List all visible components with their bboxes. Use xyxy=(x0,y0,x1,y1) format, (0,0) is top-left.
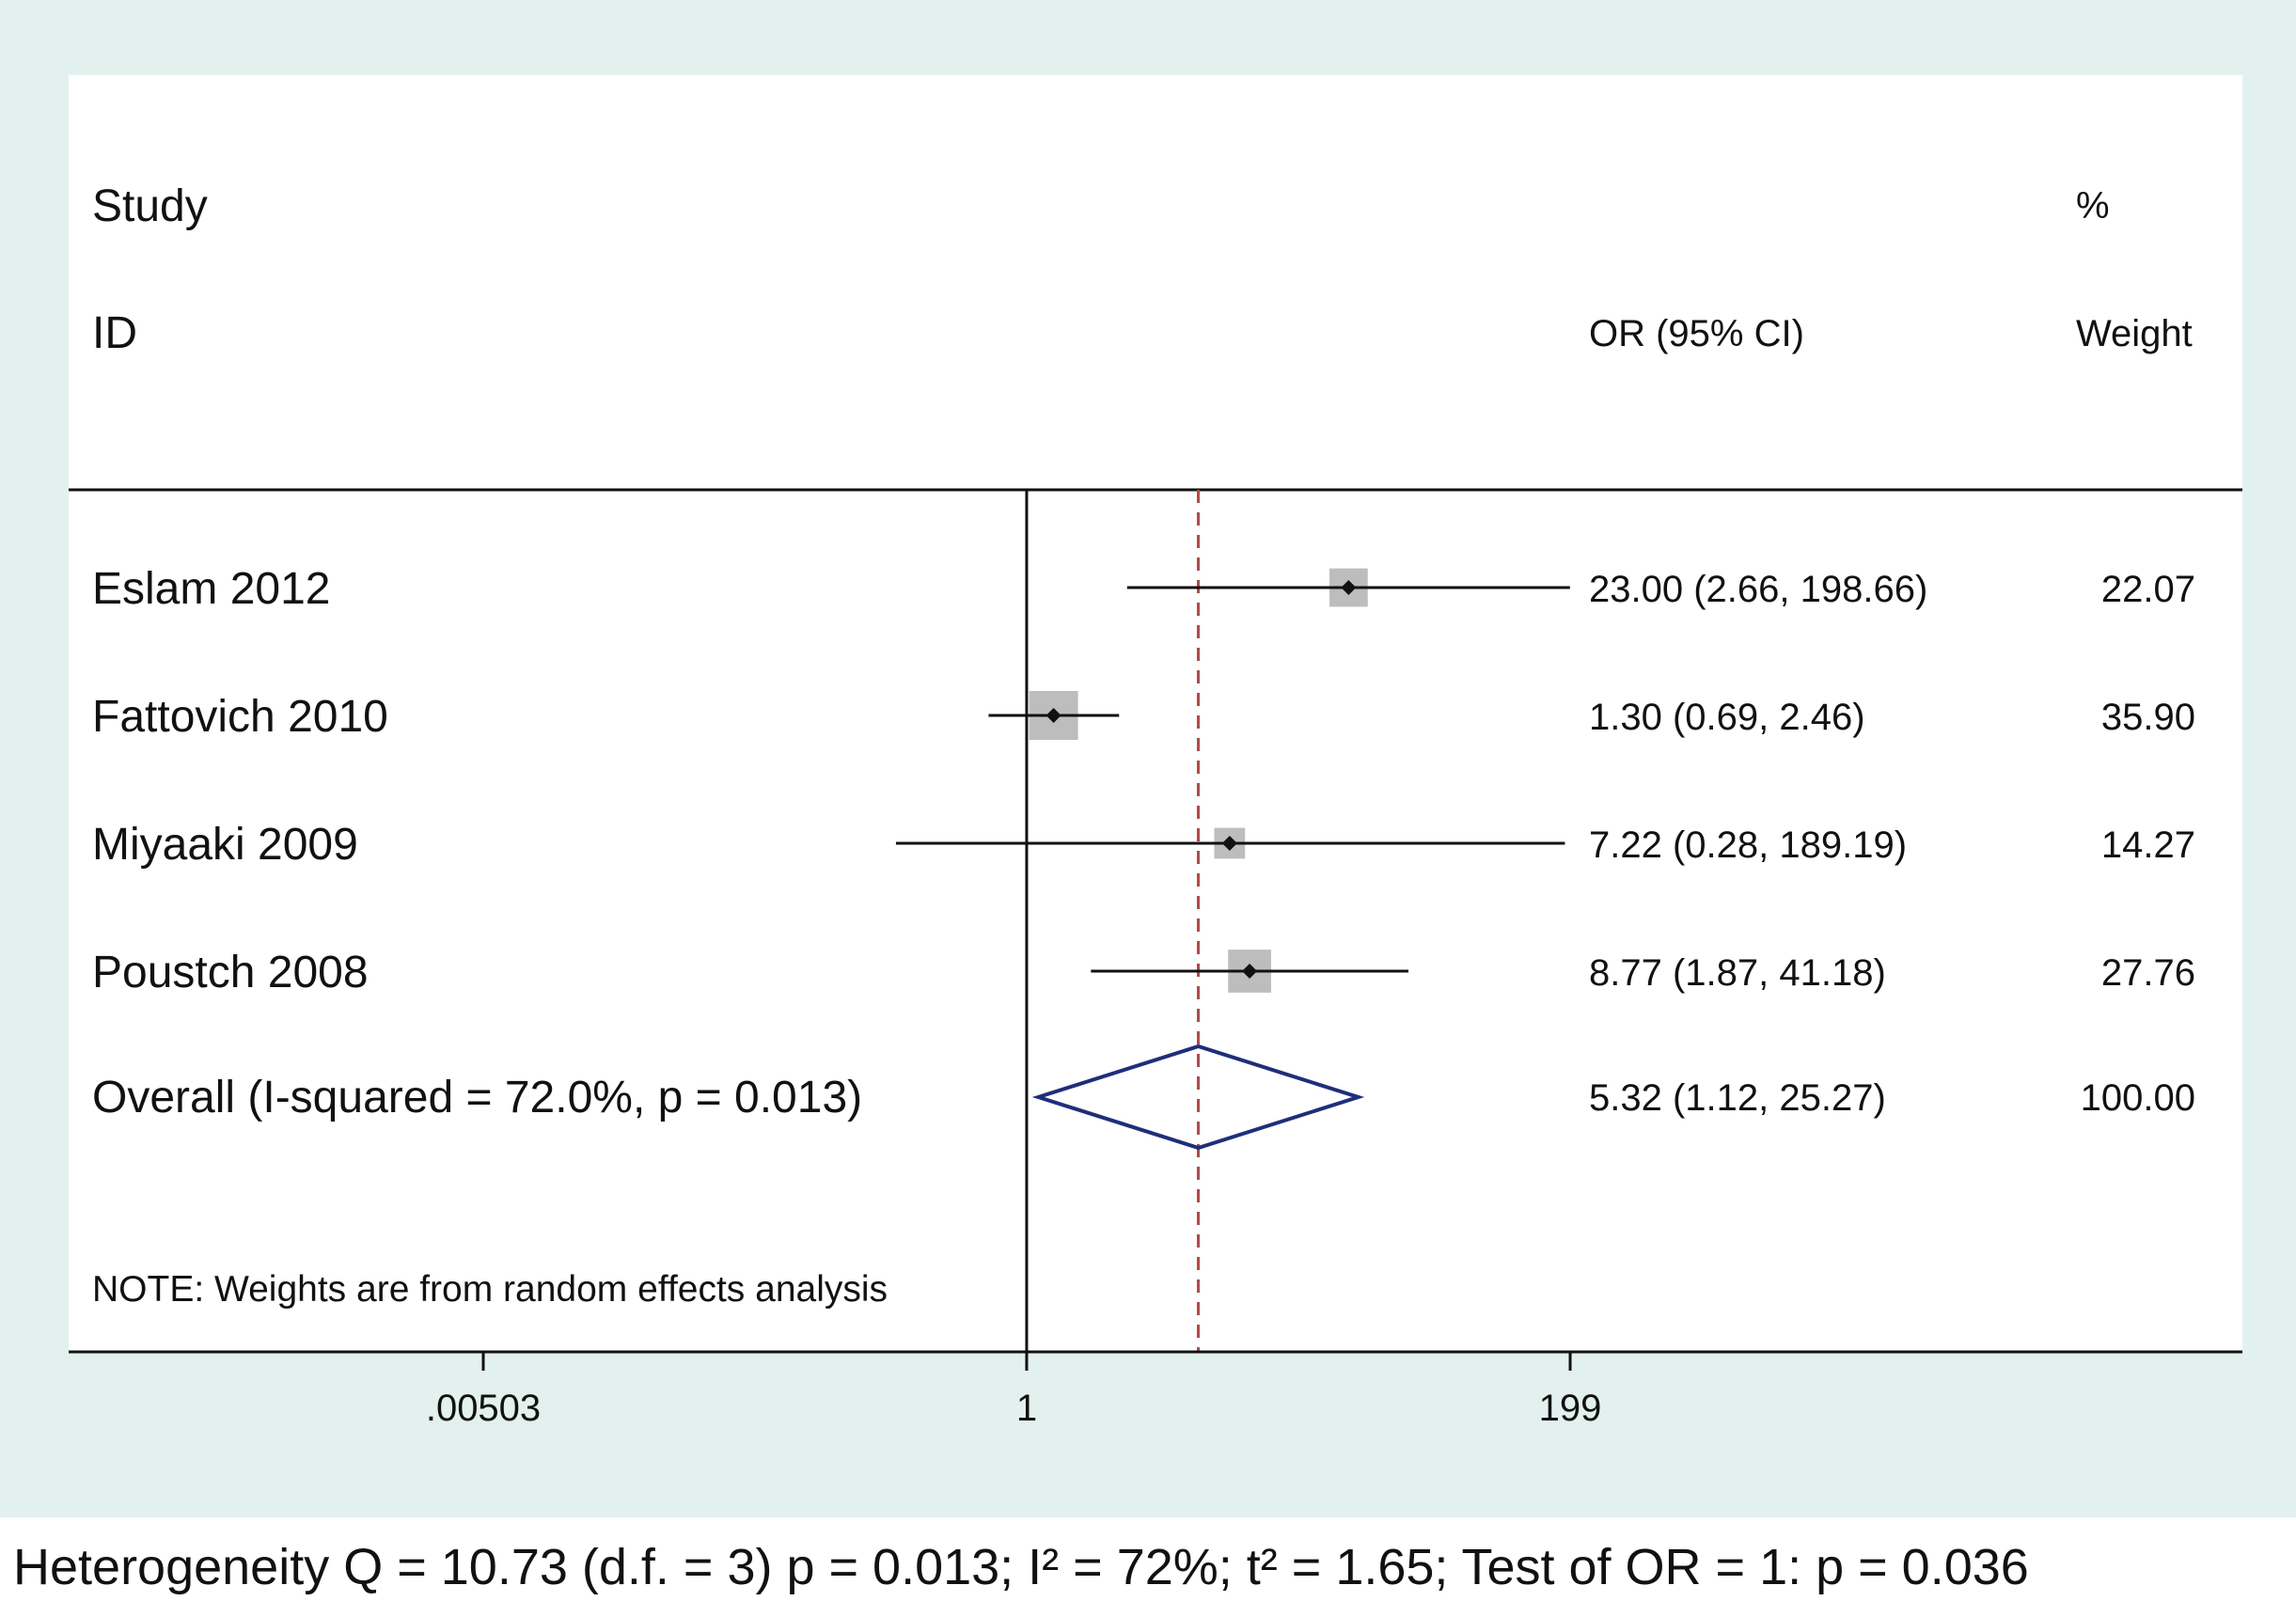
header-study: Study xyxy=(92,181,208,231)
point-estimate xyxy=(1242,964,1258,979)
overall-label: Overall (I-squared = 72.0%, p = 0.013) xyxy=(92,1073,862,1122)
tick-label: .00503 xyxy=(426,1388,541,1429)
note-text: NOTE: Weights are from random effects an… xyxy=(92,1269,888,1310)
plot-area xyxy=(69,75,2242,1352)
study-row: Fattovich 2010 1.30 (0.69, 2.46) 35.90 xyxy=(92,691,2195,742)
overall-weight-text: 100.00 xyxy=(2081,1077,2195,1119)
tick-label: 199 xyxy=(1539,1388,1602,1429)
heterogeneity-footer: Heterogeneity Q = 10.73 (d.f. = 3) p = 0… xyxy=(13,1539,2029,1595)
header-effect: OR (95% CI) xyxy=(1589,313,1804,354)
header-id: ID xyxy=(92,308,137,358)
study-weight-text: 27.76 xyxy=(2101,952,2195,994)
study-or-text: 8.77 (1.87, 41.18) xyxy=(1589,952,1886,994)
point-estimate xyxy=(1046,708,1062,723)
study-or-text: 23.00 (2.66, 198.66) xyxy=(1589,569,1927,610)
header-weight: Weight xyxy=(2076,313,2193,354)
study-label: Poustch 2008 xyxy=(92,948,369,997)
study-row: Eslam 2012 23.00 (2.66, 198.66) 22.07 xyxy=(92,564,2195,614)
study-row: Poustch 2008 8.77 (1.87, 41.18) 27.76 xyxy=(92,948,2195,997)
study-weight-text: 22.07 xyxy=(2101,569,2195,610)
study-weight-text: 14.27 xyxy=(2101,824,2195,866)
point-estimate xyxy=(1341,580,1357,595)
tick-label: 1 xyxy=(1016,1388,1037,1429)
study-or-text: 1.30 (0.69, 2.46) xyxy=(1589,697,1865,738)
study-label: Fattovich 2010 xyxy=(92,692,388,742)
study-row: Miyaaki 2009 7.22 (0.28, 189.19) 14.27 xyxy=(92,820,2195,870)
point-estimate xyxy=(1221,836,1237,851)
study-weight-text: 35.90 xyxy=(2101,697,2195,738)
overall-or-text: 5.32 (1.12, 25.27) xyxy=(1589,1077,1886,1119)
forest-plot: Study ID OR (95% CI) % Weight Eslam 2012… xyxy=(69,75,2242,1429)
study-label: Eslam 2012 xyxy=(92,564,330,614)
overall-diamond xyxy=(1031,1044,1365,1151)
header-weight-percent: % xyxy=(2076,185,2110,227)
study-label: Miyaaki 2009 xyxy=(92,820,358,870)
study-or-text: 7.22 (0.28, 189.19) xyxy=(1589,824,1907,866)
